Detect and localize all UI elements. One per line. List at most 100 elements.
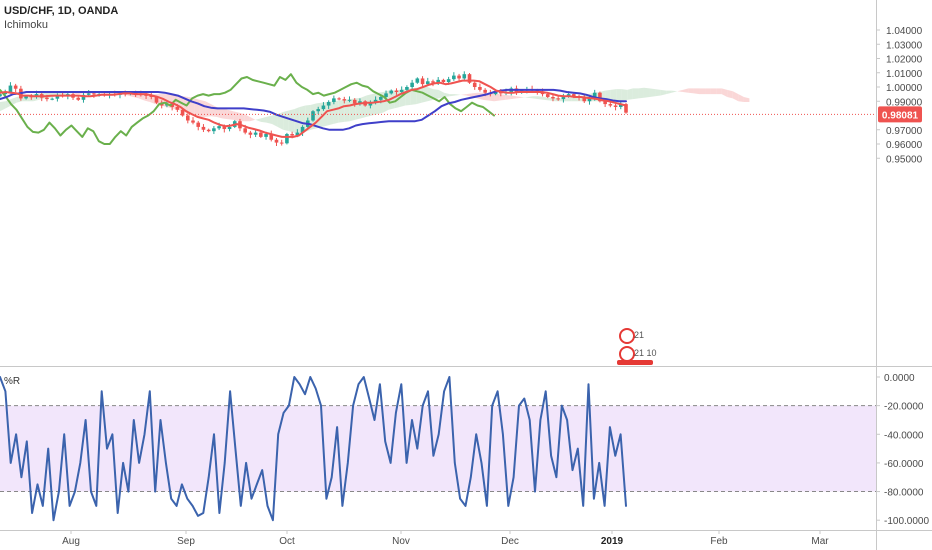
cloud-segment	[710, 88, 717, 95]
time-axis[interactable]: Aug Sep Oct Nov Dec 2019 Feb Mar	[0, 530, 932, 547]
candle-body	[399, 89, 404, 92]
economic-events-marker[interactable]: 21 21 10	[617, 328, 657, 365]
candle-body	[566, 94, 571, 96]
candle-body	[446, 79, 451, 83]
candle-body	[321, 105, 326, 110]
candle-body	[227, 126, 232, 130]
candle	[399, 86, 404, 94]
cloud-segment	[460, 94, 467, 96]
cloud-segment	[610, 89, 617, 102]
candle-body	[436, 79, 440, 83]
williams-r-pane[interactable]: %R	[0, 376, 876, 522]
time-tick-label: Sep	[177, 536, 195, 547]
candle-body	[452, 75, 456, 80]
cloud-segment	[233, 111, 239, 122]
candle-body	[285, 134, 289, 144]
candle	[259, 131, 263, 139]
candle-body	[316, 109, 321, 112]
price-axis[interactable]: 0.98081 1.04000 1.03000 1.02000 1.01000 1.000…	[876, 0, 929, 550]
cloud-segment	[444, 92, 450, 97]
cloud-segment	[638, 87, 644, 99]
indicator-label[interactable]: Ichimoku	[4, 19, 49, 31]
candle-body	[154, 96, 159, 103]
cloud-segment	[244, 114, 250, 122]
cloud-segment	[527, 96, 533, 99]
cloud-segment	[621, 89, 628, 101]
event-count-bottom: 21 10	[634, 348, 657, 358]
candle	[551, 94, 555, 102]
cloud-segment	[705, 88, 711, 95]
cloud-segment	[494, 93, 500, 102]
candle-body	[311, 111, 315, 121]
cloud-segment	[616, 89, 622, 102]
price-tick-label: 0.95000	[886, 154, 923, 165]
candle	[509, 86, 514, 96]
time-tick-label: Aug	[62, 536, 80, 547]
candle-body	[545, 94, 550, 97]
candle	[186, 113, 190, 124]
candle-body	[332, 98, 336, 102]
last-price-badge[interactable]	[878, 106, 922, 123]
event-count-top: 21	[634, 330, 644, 340]
candle-body	[342, 99, 347, 101]
candle-body	[425, 81, 430, 85]
candle-body	[592, 92, 597, 99]
chart-header: USD/CHF, 1D, OANDA Ichimoku	[4, 4, 118, 32]
candle-body	[55, 95, 60, 99]
cloud-segment	[138, 94, 145, 101]
candle-body	[274, 139, 279, 143]
candle-body	[389, 90, 394, 94]
candle	[316, 106, 321, 115]
cloud-segment	[655, 89, 661, 97]
candle-body	[196, 122, 201, 127]
candle-body	[373, 99, 378, 103]
cloud-segment	[0, 101, 6, 112]
cloud-segment	[549, 97, 556, 102]
candle-body	[608, 104, 613, 106]
wr-pane-label: %R	[4, 376, 20, 387]
candle	[76, 96, 81, 101]
candle	[206, 128, 211, 133]
candle	[0, 92, 2, 98]
candle-body	[368, 102, 373, 106]
candle-body	[613, 105, 618, 107]
candle	[472, 80, 477, 90]
candle-body	[358, 101, 362, 104]
candle	[394, 88, 399, 95]
price-tick-label: 1.04000	[886, 26, 923, 37]
last-price-value: 0.98081	[882, 110, 919, 121]
candle	[410, 79, 414, 90]
candle	[81, 92, 86, 103]
candle-body	[467, 74, 472, 83]
candle-body	[337, 98, 341, 100]
time-tick-label: Feb	[710, 536, 728, 547]
cloud-segment	[360, 95, 367, 119]
candle-body	[191, 120, 195, 123]
cloud-segment	[205, 101, 211, 117]
tenkan-sen-line	[0, 79, 627, 138]
candle-body	[624, 104, 628, 113]
cloud-segment	[249, 116, 256, 122]
time-tick-label: 2019	[601, 536, 624, 547]
candle-body	[0, 94, 2, 97]
candle-body	[86, 93, 91, 95]
cloud-segment	[333, 100, 339, 125]
cloud-segment	[260, 116, 267, 123]
cloud-segment	[222, 108, 228, 120]
candle	[618, 101, 623, 110]
price-tick-label: 1.03000	[886, 40, 923, 51]
candle-body	[243, 128, 247, 133]
cloud-segment	[266, 115, 273, 125]
candle-body	[462, 74, 467, 79]
candle-body	[618, 104, 623, 107]
cloud-segment	[699, 88, 706, 95]
candle-body	[290, 134, 294, 136]
candle-body	[405, 87, 409, 90]
cloud-segment	[466, 93, 472, 97]
candle-body	[248, 132, 253, 135]
price-pane[interactable]: 21 21 10	[0, 71, 932, 367]
candle-body	[352, 99, 357, 104]
candle	[326, 100, 331, 109]
cloud-segment	[371, 92, 378, 116]
